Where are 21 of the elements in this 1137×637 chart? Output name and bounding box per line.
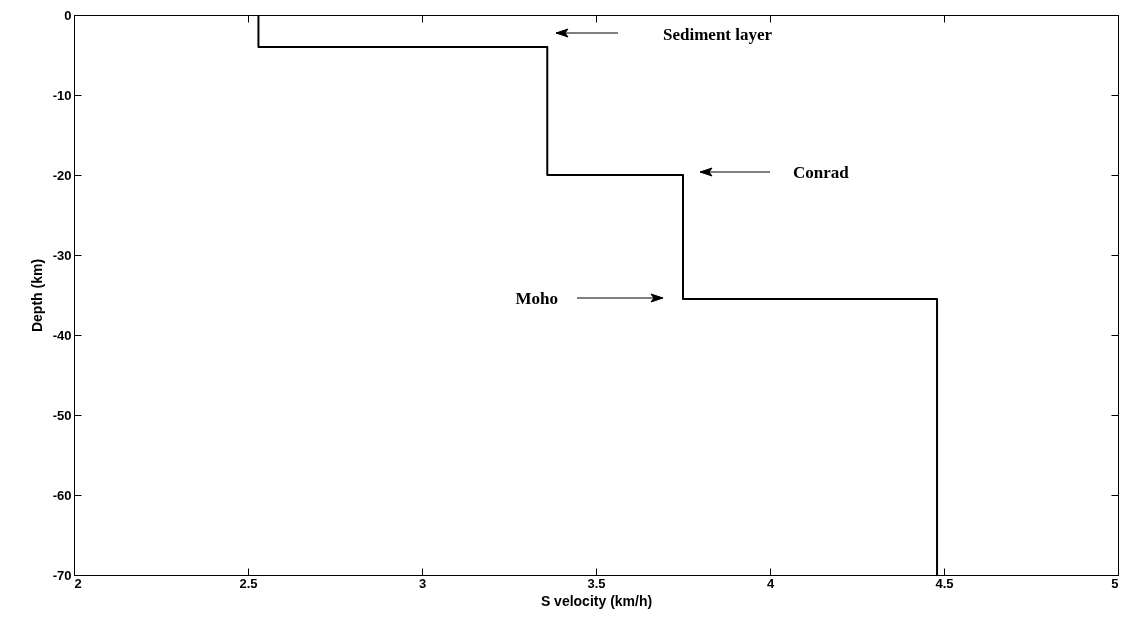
y-tick-label: -50 xyxy=(52,407,72,423)
y-tick-label: -40 xyxy=(52,327,72,343)
x-tick-label: 4.5 xyxy=(935,575,954,591)
x-axis-title: S velocity (km/h) xyxy=(540,592,653,609)
x-tick-label: 2 xyxy=(74,575,82,591)
y-axis-title: Depth (km) xyxy=(28,258,45,333)
line-series xyxy=(257,14,939,576)
y-tick-label: -20 xyxy=(52,167,72,183)
annotation: Moho xyxy=(515,289,558,308)
x-tick-label: 4 xyxy=(766,575,775,591)
x-tick-label: 5 xyxy=(1111,575,1119,591)
y-tick-label: -60 xyxy=(52,487,72,503)
x-tick-label: 3 xyxy=(418,575,427,591)
annotation: Conrad xyxy=(793,163,850,182)
x-tick-label: 2.5 xyxy=(239,575,258,591)
y-tick-label: 0 xyxy=(64,7,72,23)
y-tick-label: -10 xyxy=(52,87,72,103)
y-tick-label: -70 xyxy=(52,567,72,583)
y-tick-label: -30 xyxy=(52,247,72,263)
annotation: Sediment layer xyxy=(663,25,773,44)
x-tick-label: 3.5 xyxy=(587,575,606,591)
